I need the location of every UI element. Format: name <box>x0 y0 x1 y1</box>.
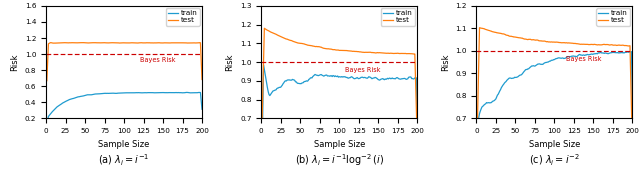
Y-axis label: Risk: Risk <box>440 53 450 71</box>
train <box>483 102 490 104</box>
Text: Bayes Risk: Bayes Risk <box>140 57 175 63</box>
Y-axis label: Risk: Risk <box>225 53 234 71</box>
test <box>288 40 296 42</box>
X-axis label: Sample Size: Sample Size <box>314 140 365 149</box>
test <box>503 34 511 36</box>
test <box>186 42 193 44</box>
test <box>43 80 51 82</box>
train <box>265 94 273 96</box>
Text: (a) $\lambda_i = i^{-1}$: (a) $\lambda_i = i^{-1}$ <box>99 153 150 168</box>
X-axis label: Sample Size: Sample Size <box>99 140 150 149</box>
train <box>615 52 623 54</box>
test <box>300 43 308 45</box>
Legend: train, test: train, test <box>596 8 630 26</box>
test <box>258 122 266 124</box>
train <box>84 94 92 96</box>
Line: test: test <box>262 28 417 138</box>
X-axis label: Sample Size: Sample Size <box>529 140 580 149</box>
test <box>476 27 483 29</box>
train <box>300 81 308 83</box>
Text: (c) $\lambda_i = i^{-2}$: (c) $\lambda_i = i^{-2}$ <box>529 153 580 168</box>
train <box>515 75 522 77</box>
test <box>268 32 276 34</box>
test <box>260 27 268 29</box>
test <box>52 42 60 44</box>
train <box>198 108 206 110</box>
train <box>72 97 79 99</box>
Line: train: train <box>262 65 417 155</box>
test <box>515 37 523 39</box>
Line: train: train <box>47 92 202 124</box>
test <box>628 143 636 145</box>
train <box>258 154 266 156</box>
test <box>77 42 84 44</box>
train <box>260 64 268 66</box>
Line: train: train <box>477 52 632 169</box>
train <box>401 77 408 79</box>
test <box>481 28 488 30</box>
test <box>616 44 624 46</box>
test <box>191 42 199 44</box>
test <box>85 42 93 44</box>
train <box>628 51 636 53</box>
train <box>479 105 487 107</box>
Legend: train, test: train, test <box>166 8 200 26</box>
train <box>49 110 57 112</box>
train <box>191 92 199 94</box>
Legend: train, test: train, test <box>381 8 415 26</box>
train <box>268 91 276 93</box>
Text: (b) $\lambda_i = i^{-1}\log^{-2}(i)$: (b) $\lambda_i = i^{-1}\log^{-2}(i)$ <box>294 152 384 168</box>
test <box>483 29 491 31</box>
test <box>265 30 273 32</box>
test <box>198 78 206 80</box>
Text: Bayes Risk: Bayes Risk <box>346 67 381 73</box>
Line: test: test <box>477 28 632 144</box>
train <box>413 120 421 122</box>
test <box>401 53 408 55</box>
train <box>52 107 60 109</box>
Line: test: test <box>47 43 202 81</box>
test <box>72 42 79 44</box>
Text: Bayes Risk: Bayes Risk <box>566 56 602 62</box>
train <box>186 92 193 94</box>
test <box>621 44 629 46</box>
test <box>474 133 481 135</box>
Y-axis label: Risk: Risk <box>10 53 19 71</box>
train <box>406 76 414 78</box>
test <box>406 53 414 55</box>
test <box>49 42 57 44</box>
train <box>43 123 51 125</box>
test <box>413 137 421 139</box>
train <box>621 52 628 54</box>
train <box>182 91 190 93</box>
train <box>628 107 636 109</box>
train <box>288 79 296 81</box>
train <box>502 80 510 82</box>
